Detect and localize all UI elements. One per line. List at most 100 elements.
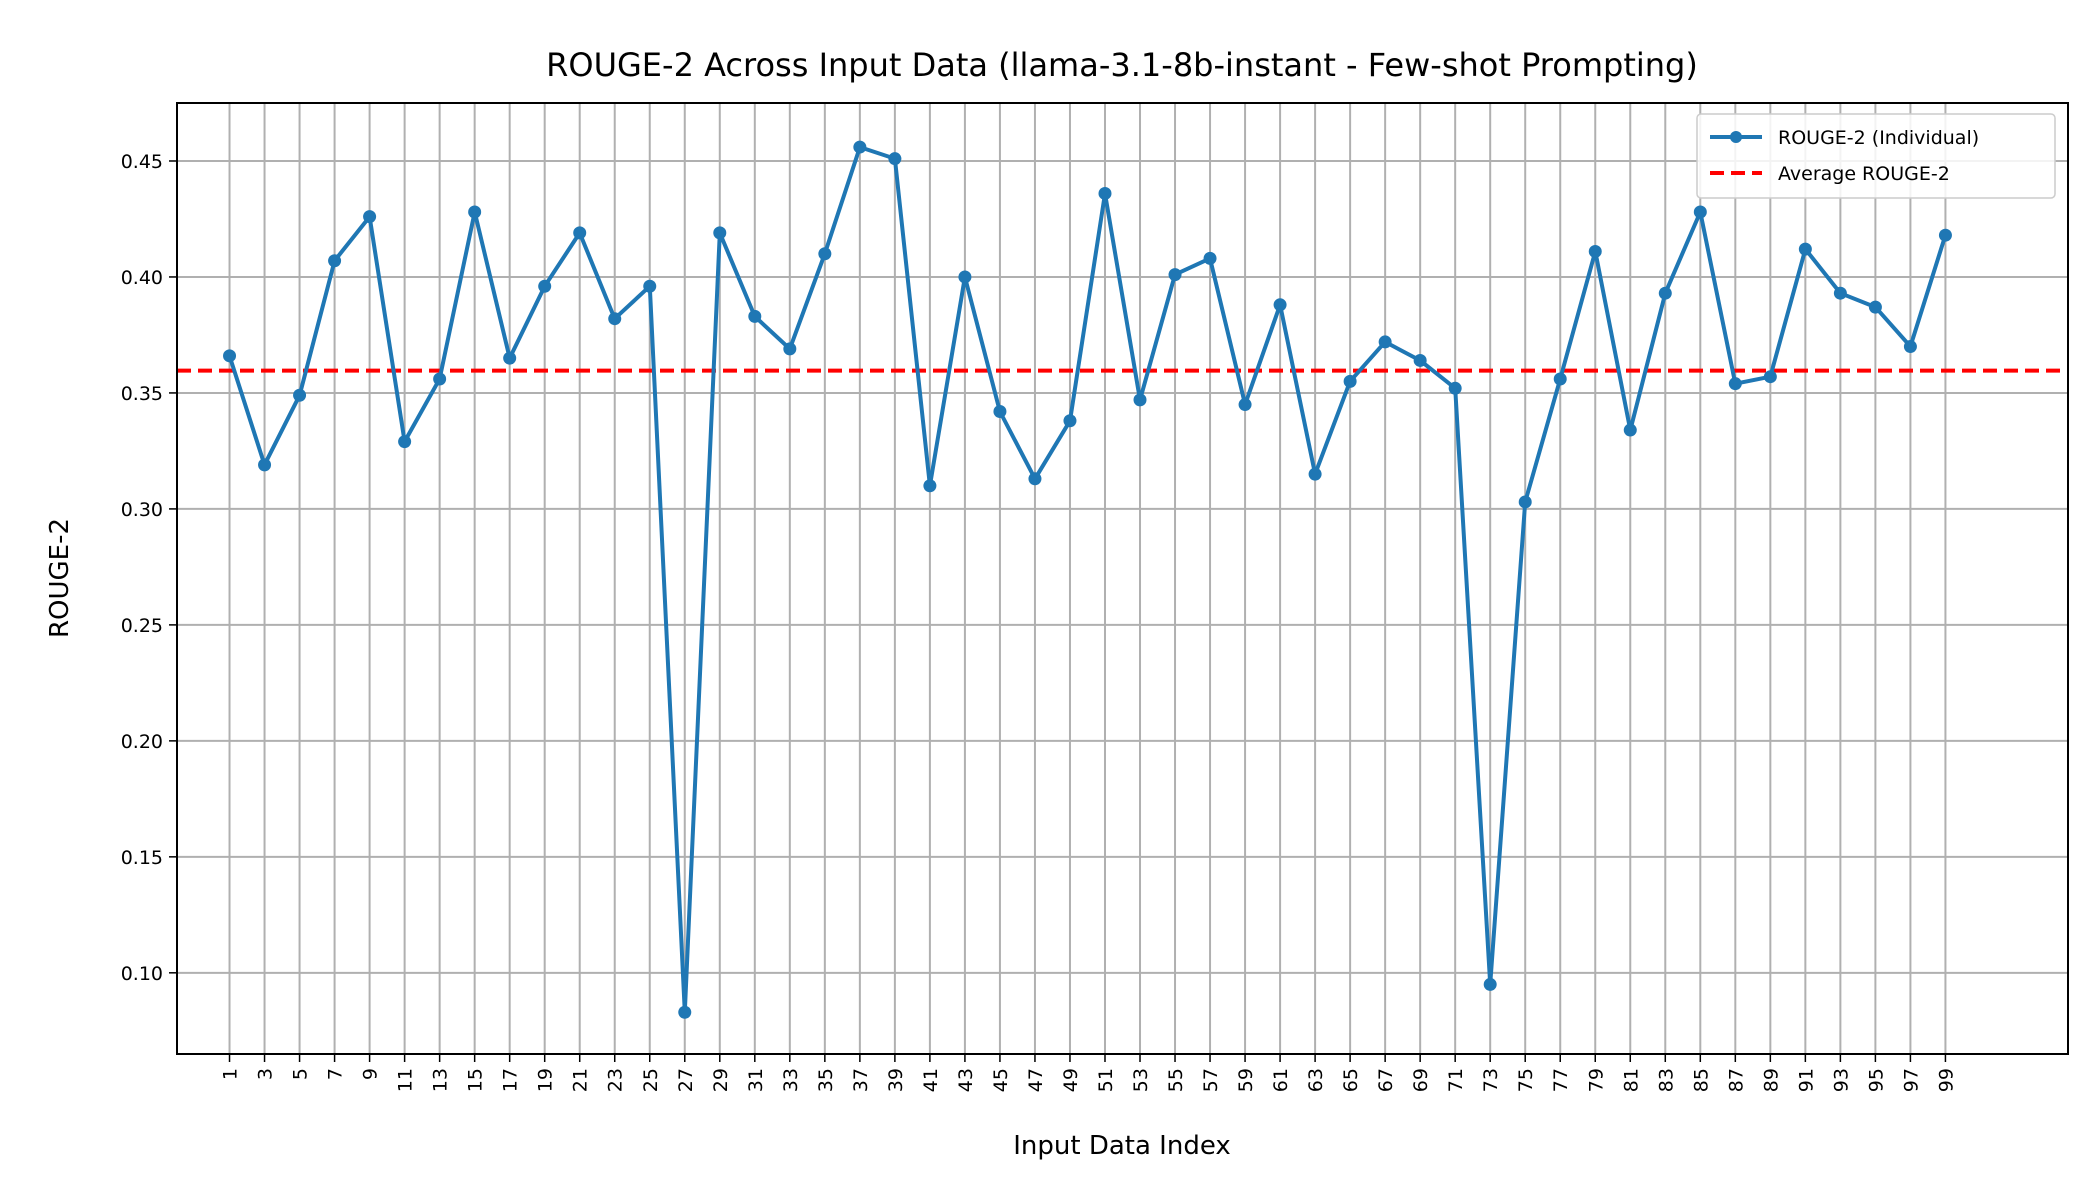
x-tick-label: 33: [780, 1068, 802, 1092]
x-tick-label: 21: [570, 1068, 592, 1092]
data-point: [1448, 381, 1462, 395]
x-tick-label: 53: [1130, 1068, 1152, 1092]
data-point: [1168, 268, 1182, 282]
x-tick-label: 15: [465, 1068, 487, 1092]
x-axis-label: Input Data Index: [1013, 1131, 1231, 1161]
series-line-individual: [227, 145, 1948, 1015]
data-point: [608, 312, 622, 326]
y-tick-label: 0.30: [121, 499, 163, 521]
data-point: [1378, 335, 1392, 349]
x-tick-label: 47: [1025, 1068, 1047, 1092]
x-tick-label: 93: [1830, 1068, 1852, 1092]
data-point: [1238, 398, 1252, 412]
x-tick-label: 43: [955, 1068, 977, 1092]
data-point: [1658, 286, 1672, 300]
x-tick-label: 41: [920, 1068, 942, 1092]
x-tick-label: 85: [1690, 1068, 1712, 1092]
x-tick-label: 65: [1340, 1068, 1362, 1092]
data-point: [958, 270, 972, 284]
data-point: [1098, 186, 1112, 200]
data-point: [1203, 251, 1217, 265]
data-point: [1343, 374, 1357, 388]
data-point: [503, 351, 517, 365]
data-point: [398, 435, 412, 449]
x-tick-label: 25: [640, 1068, 662, 1092]
data-point: [1868, 300, 1882, 314]
data-point: [1623, 423, 1637, 437]
x-tick-label: 95: [1865, 1068, 1887, 1092]
x-tick-label: 31: [745, 1068, 767, 1092]
y-tick-label: 0.35: [121, 383, 163, 405]
x-tick-label: 75: [1515, 1068, 1537, 1092]
data-point: [223, 349, 237, 363]
x-tick-label: 51: [1095, 1068, 1117, 1092]
x-tick-label: 49: [1060, 1068, 1082, 1092]
x-tick-label: 37: [850, 1068, 872, 1092]
data-point: [888, 152, 902, 166]
x-tick-label: 11: [395, 1068, 417, 1092]
data-point: [1588, 244, 1602, 258]
y-tick-label: 0.10: [121, 963, 163, 985]
x-tick-label: 1: [220, 1068, 242, 1080]
x-tick-label: 39: [885, 1068, 907, 1092]
data-point: [1063, 414, 1077, 428]
data-point: [258, 458, 272, 472]
x-tick-label: 29: [710, 1068, 732, 1092]
x-tick-label: 81: [1620, 1068, 1642, 1092]
x-tick-label: 9: [360, 1068, 382, 1080]
data-point: [573, 226, 587, 240]
plot-frame: [176, 102, 2069, 1055]
data-point: [363, 210, 377, 224]
y-tick-label: 0.40: [121, 267, 163, 289]
data-point: [678, 1005, 692, 1019]
data-point: [328, 254, 342, 268]
y-axis-label: ROUGE-2: [45, 518, 75, 638]
data-point: [783, 342, 797, 356]
x-tick-label: 5: [290, 1068, 312, 1080]
x-tick-label: 17: [500, 1068, 522, 1092]
legend-label-average: Average ROUGE-2: [1778, 163, 1950, 185]
data-point: [1903, 340, 1917, 354]
x-tick-label: 71: [1445, 1068, 1467, 1092]
tick-layer: 1 3 5 7 9 11 13 15 17 19 21 23 25 27 29 31 33 35 37 39 41 43 4…: [121, 151, 1958, 1092]
x-tick-label: 83: [1655, 1068, 1677, 1092]
data-point: [1833, 286, 1847, 300]
legend: ROUGE-2 (Individual) Average ROUGE-2: [1696, 113, 2056, 199]
y-tick-label: 0.20: [121, 731, 163, 753]
x-tick-label: 73: [1480, 1068, 1502, 1092]
x-tick-label: 55: [1165, 1068, 1187, 1092]
data-point: [748, 309, 762, 323]
data-point: [1133, 393, 1147, 407]
data-point: [1798, 242, 1812, 256]
legend-marker-individual: [1730, 131, 1742, 143]
data-point: [1413, 353, 1427, 367]
x-tick-label: 61: [1270, 1068, 1292, 1092]
data-point: [853, 140, 867, 154]
x-tick-label: 35: [815, 1068, 837, 1092]
x-tick-label: 45: [990, 1068, 1012, 1092]
data-point: [993, 404, 1007, 418]
data-point: [538, 279, 552, 293]
x-tick-label: 13: [430, 1068, 452, 1092]
y-tick-label: 0.45: [121, 151, 163, 173]
grid-layer: [177, 103, 2068, 1054]
data-point: [1273, 298, 1287, 312]
data-point: [818, 247, 832, 261]
x-tick-label: 87: [1725, 1068, 1747, 1092]
data-point: [468, 205, 482, 219]
x-tick-label: 63: [1305, 1068, 1327, 1092]
data-point: [1763, 370, 1777, 384]
legend-label-individual: ROUGE-2 (Individual): [1778, 127, 1979, 149]
data-point: [923, 479, 937, 493]
data-point: [1938, 228, 1952, 242]
x-tick-label: 69: [1410, 1068, 1432, 1092]
x-tick-label: 23: [605, 1068, 627, 1092]
data-point: [1518, 495, 1532, 509]
data-point: [293, 388, 307, 402]
y-tick-label: 0.15: [121, 847, 163, 869]
x-tick-label: 97: [1900, 1068, 1922, 1092]
y-tick-label: 0.25: [121, 615, 163, 637]
legend-box: [1696, 113, 2056, 199]
